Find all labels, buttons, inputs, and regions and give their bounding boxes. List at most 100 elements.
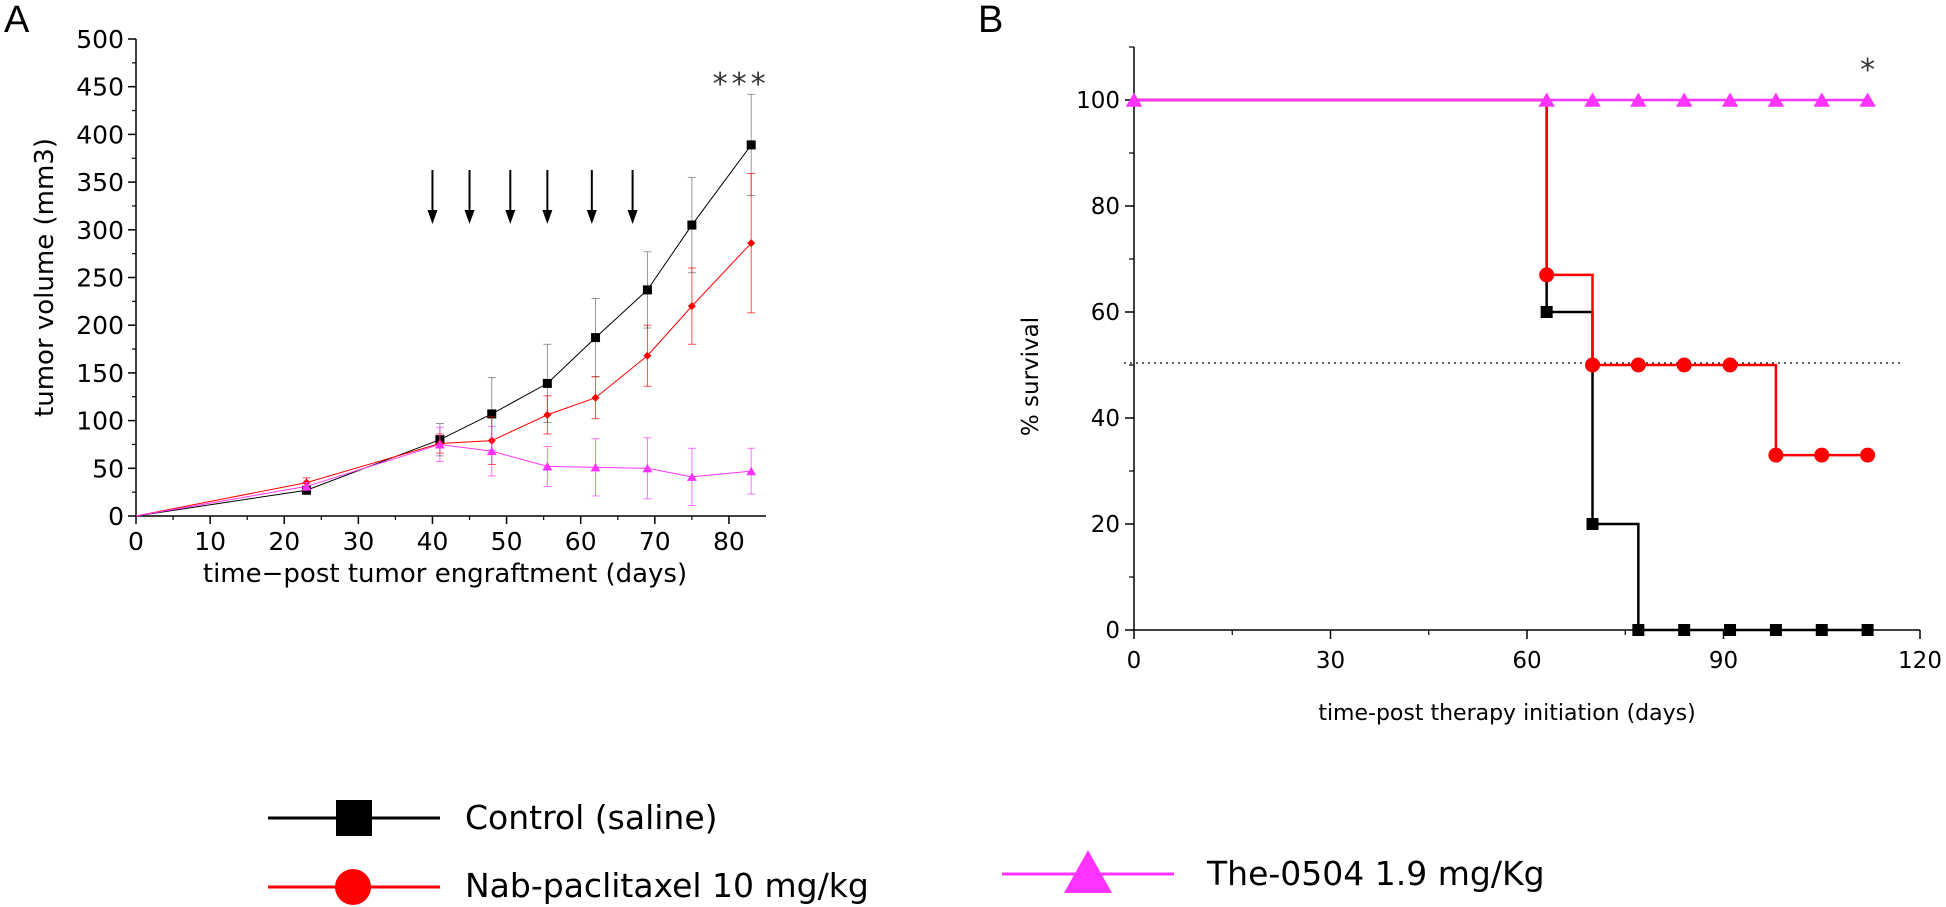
series-line (135, 443, 752, 517)
data-point (590, 462, 601, 472)
treatment-arrow-head (542, 210, 553, 224)
x-tick-label: 20 (268, 527, 300, 556)
data-point (1861, 624, 1874, 636)
y-tick-label: 150 (76, 359, 124, 388)
legend-marker-triangle (1064, 850, 1112, 893)
y-tick-label: 0 (1105, 618, 1120, 644)
legend-item-the-0504: The-0504 1.9 mg/Kg (1002, 850, 1545, 893)
data-point (486, 446, 497, 456)
data-point (687, 220, 697, 230)
x-tick-label: 0 (1127, 648, 1142, 674)
series-control-saline (1134, 98, 1874, 636)
data-point (1768, 447, 1784, 463)
data-point (1859, 92, 1876, 107)
series-line (135, 144, 752, 517)
data-point (1630, 92, 1647, 107)
y-axis-label: % survival (1018, 317, 1044, 436)
y-tick-label: 450 (76, 73, 124, 102)
series-line (135, 242, 752, 517)
y-tick-label: 300 (76, 216, 124, 245)
chart-b-survival: 0 20 40 60 80 100 0 30 60 90 120 time-post therapy … (1018, 46, 1942, 726)
x-tick-label: 80 (713, 527, 745, 556)
data-point (642, 463, 653, 473)
x-tick-label: 40 (417, 527, 449, 556)
data-point (1860, 447, 1876, 463)
data-point (686, 472, 697, 481)
data-point (1722, 357, 1738, 373)
data-point (1632, 624, 1645, 636)
significance-annotation: * (1860, 53, 1875, 88)
data-point (746, 466, 757, 476)
data-point (1586, 518, 1599, 530)
legend-marker-square (336, 800, 372, 836)
data-point (1630, 357, 1646, 373)
data-point (687, 302, 696, 311)
data-point (1585, 357, 1600, 373)
data-point (1678, 624, 1691, 636)
series-nab-paclitaxel-10-mg-kg (135, 173, 756, 517)
y-tick-label: 60 (1091, 300, 1120, 326)
treatment-arrow-head (427, 210, 438, 224)
x-tick-label: 30 (1316, 648, 1345, 674)
treatment-arrow-head (586, 210, 597, 224)
panel-label-a: A (4, 0, 30, 41)
series-the-0504-1-9-mg-kg (135, 425, 757, 517)
y-axis-label: tumor volume (mm3) (30, 138, 60, 417)
data-point (591, 333, 601, 343)
y-tick-label: 40 (1091, 406, 1120, 432)
x-axis-label: time-post therapy initiation (days) (1318, 701, 1695, 726)
data-point (591, 393, 600, 402)
y-tick-label: 350 (76, 168, 124, 197)
legend-label-nab-paclitaxel: Nab-paclitaxel 10 mg/kg (465, 866, 869, 905)
data-point (1815, 624, 1828, 636)
y-tick-label: 100 (1076, 88, 1120, 114)
y-tick-label: 250 (76, 264, 124, 293)
data-point (434, 439, 445, 449)
y-tick-label: 80 (1091, 194, 1120, 220)
x-tick-label: 120 (1898, 648, 1942, 674)
y-tick-label: 50 (92, 454, 124, 483)
y-tick-label: 20 (1091, 512, 1120, 538)
data-point (301, 481, 312, 491)
treatment-arrow-head (627, 210, 638, 224)
data-point (1721, 92, 1739, 107)
data-point (1724, 624, 1737, 636)
x-tick-label: 60 (565, 527, 597, 556)
data-point (1676, 357, 1692, 373)
panel-label-b: B (978, 0, 1003, 41)
legend-item-nab-paclitaxel: Nab-paclitaxel 10 mg/kg (268, 866, 869, 905)
x-tick-label: 70 (639, 527, 671, 556)
x-tick-label: 50 (491, 527, 523, 556)
x-tick-label: 10 (194, 527, 226, 556)
legend-label-control: Control (saline) (465, 798, 718, 837)
data-point (542, 378, 552, 388)
data-point (1540, 306, 1553, 318)
legend-item-control: Control (saline) (268, 798, 718, 837)
y-tick-label: 200 (76, 311, 124, 340)
treatment-arrow-head (505, 210, 516, 224)
series-nab-paclitaxel-10-mg-kg (1134, 98, 1876, 463)
data-point (642, 285, 652, 295)
legend-label-the-0504: The-0504 1.9 mg/Kg (1206, 854, 1545, 893)
y-tick-label: 400 (76, 120, 124, 149)
data-point (746, 140, 756, 150)
chart-a-tumor-volume: 0 50 100 150 200 250 300 350 400 450 500 0 10 20 30 40 5… (30, 25, 770, 589)
series-the-0504-1-9-mg-kg (1125, 92, 1876, 107)
significance-annotation: *** (713, 67, 770, 102)
data-point (643, 351, 652, 360)
x-axis-label: time−post tumor engraftment (days) (203, 559, 687, 589)
x-tick-label: 0 (128, 527, 144, 556)
data-point (1769, 624, 1782, 636)
y-tick-label: 500 (76, 25, 124, 54)
data-point (1125, 92, 1143, 107)
series-control-saline (135, 93, 756, 517)
survival-step-line (1134, 98, 1868, 457)
treatment-arrow-head (464, 210, 475, 224)
data-point (542, 461, 553, 471)
data-point (1539, 267, 1555, 283)
data-point (1538, 92, 1555, 107)
x-tick-label: 30 (342, 527, 374, 556)
data-point (487, 409, 497, 419)
x-tick-label: 60 (1512, 648, 1541, 674)
